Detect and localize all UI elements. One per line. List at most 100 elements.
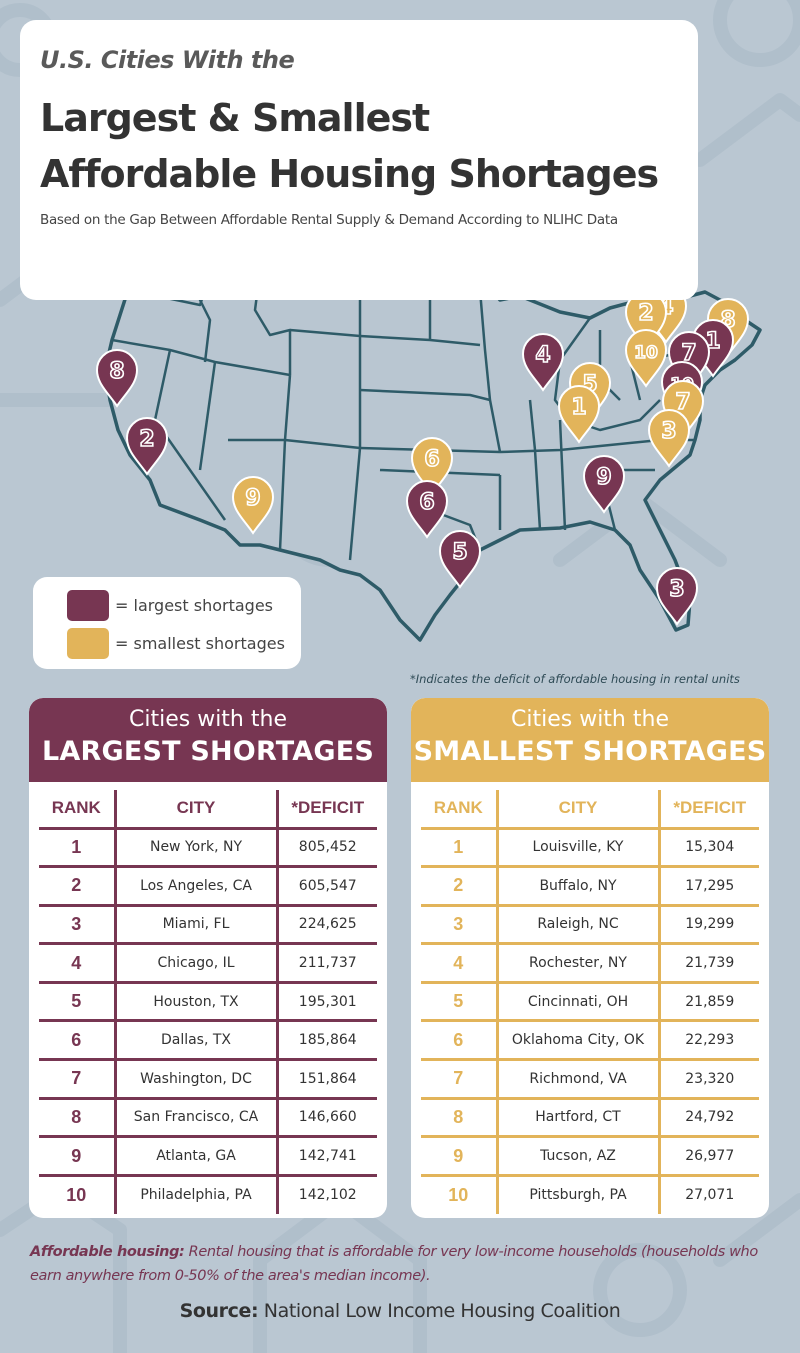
deficit-cell: 19,299 bbox=[657, 905, 759, 946]
map-pin-icon bbox=[624, 329, 668, 388]
legend-item-smallest: = smallest shortages bbox=[67, 628, 285, 659]
pin-rank-label: 5 bbox=[452, 540, 467, 565]
rank-cell: 3 bbox=[39, 905, 115, 946]
map-legend: = largest shortages = smallest shortages bbox=[33, 577, 301, 669]
column-header-city: CITY bbox=[495, 790, 659, 830]
title-card: U.S. Cities With the Largest & Smallest … bbox=[20, 20, 698, 300]
table-row: 2 Buffalo, NY 17,295 bbox=[421, 866, 759, 907]
map-pin-icon bbox=[95, 349, 139, 408]
deficit-cell: 22,293 bbox=[657, 1020, 759, 1062]
column-header-deficit: *DEFICIT bbox=[275, 790, 377, 830]
largest-swatch bbox=[67, 590, 109, 621]
title-line-1: Largest & Smallest bbox=[40, 96, 430, 140]
deficit-cell: 21,739 bbox=[657, 943, 759, 984]
smallest-shortages-table: Cities with the SMALLEST SHORTAGES RANK … bbox=[411, 698, 769, 1218]
table-row: 7 Washington, DC 151,864 bbox=[39, 1059, 377, 1100]
column-header-city: CITY bbox=[113, 790, 277, 830]
pin-rank-label: 6 bbox=[424, 447, 439, 472]
rank-cell: 8 bbox=[421, 1098, 497, 1139]
rank-cell: 10 bbox=[66, 1184, 87, 1205]
pin-rank-label: 4 bbox=[535, 343, 550, 368]
deficit-cell: 146,660 bbox=[275, 1098, 377, 1139]
deficit-cell: 17,295 bbox=[657, 866, 759, 907]
map-pin-smallest-3: 3 bbox=[647, 409, 691, 468]
rank-cell: 6 bbox=[39, 1020, 115, 1062]
map-pin-icon bbox=[438, 530, 482, 589]
map-pin-largest-5: 5 bbox=[438, 530, 482, 589]
rank-cell: 2 bbox=[39, 866, 115, 907]
rank-cell: 3 bbox=[421, 905, 497, 946]
table-row: 4 Chicago, IL 211,737 bbox=[39, 943, 377, 984]
rank-cell: 9 bbox=[39, 1136, 115, 1177]
deficit-cell: 23,320 bbox=[657, 1059, 759, 1100]
rank-cell: 8 bbox=[39, 1098, 115, 1139]
map-pin-icon bbox=[582, 455, 626, 514]
smallest-data-table: RANK CITY *DEFICIT 1 Louisville, KY 15,304… bbox=[421, 790, 759, 1214]
city-cell: Richmond, VA bbox=[495, 1059, 659, 1100]
table-row: 6 Dallas, TX 185,864 bbox=[39, 1020, 377, 1062]
table-row: 9 Atlanta, GA 142,741 bbox=[39, 1136, 377, 1177]
legend-item-largest: = largest shortages bbox=[67, 590, 273, 621]
table-row: 3 Miami, FL 224,625 bbox=[39, 905, 377, 946]
map-pin-largest-3: 3 bbox=[655, 567, 699, 626]
deficit-cell: 211,737 bbox=[275, 943, 377, 984]
map-pin-largest-9: 9 bbox=[582, 455, 626, 514]
rank-cell: 1 bbox=[39, 828, 115, 869]
table-row: 7 Richmond, VA 23,320 bbox=[421, 1059, 759, 1100]
rank-cell: 2 bbox=[421, 866, 497, 907]
map-pin-icon bbox=[405, 480, 449, 539]
map-pin-smallest-6: 6 bbox=[410, 437, 454, 496]
largest-heading-line2: LARGEST SHORTAGES bbox=[41, 736, 374, 767]
deficit-cell: 195,301 bbox=[275, 982, 377, 1023]
smallest-heading-line2: SMALLEST SHORTAGES bbox=[413, 736, 767, 767]
page-title: Largest & Smallest Affordable Housing Sh… bbox=[40, 90, 659, 202]
affordable-housing-definition: Affordable housing: Rental housing that … bbox=[30, 1240, 780, 1288]
column-header-rank: RANK bbox=[39, 790, 115, 830]
deficit-cell: 27,071 bbox=[657, 1175, 759, 1214]
pin-rank-label: 9 bbox=[596, 465, 611, 490]
smallest-table-header: Cities with the SMALLEST SHORTAGES bbox=[411, 698, 769, 782]
map-pin-smallest-1: 1 bbox=[557, 385, 601, 444]
map-pin-icon bbox=[655, 567, 699, 626]
pin-rank-label: 1 bbox=[571, 395, 586, 420]
table-row: 8 San Francisco, CA 146,660 bbox=[39, 1098, 377, 1139]
rank-cell: 5 bbox=[421, 982, 497, 1023]
legend-label-smallest: = smallest shortages bbox=[115, 634, 285, 653]
smallest-heading-line1: Cities with the bbox=[511, 707, 669, 732]
subtitle: Based on the Gap Between Affordable Rent… bbox=[40, 212, 618, 228]
map-pin-icon bbox=[410, 437, 454, 496]
map-pin-icon bbox=[125, 417, 169, 476]
rank-cell: 7 bbox=[421, 1059, 497, 1100]
city-cell: Washington, DC bbox=[113, 1059, 277, 1100]
deficit-cell: 185,864 bbox=[275, 1020, 377, 1062]
rank-cell: 1 bbox=[421, 828, 497, 869]
legend-label-largest: = largest shortages bbox=[115, 596, 273, 615]
rank-cell: 6 bbox=[421, 1020, 497, 1062]
pin-rank-label: 2 bbox=[638, 301, 653, 326]
city-cell: Hartford, CT bbox=[495, 1098, 659, 1139]
source-credit: Source: National Low Income Housing Coal… bbox=[0, 1300, 800, 1322]
deficit-cell: 15,304 bbox=[657, 828, 759, 869]
map-pin-icon bbox=[231, 476, 275, 535]
deficit-cell: 142,741 bbox=[275, 1136, 377, 1177]
city-cell: Oklahoma City, OK bbox=[495, 1020, 659, 1062]
rank-cell: 7 bbox=[39, 1059, 115, 1100]
city-cell: Louisville, KY bbox=[495, 828, 659, 869]
city-cell: New York, NY bbox=[113, 828, 277, 869]
table-row: 5 Houston, TX 195,301 bbox=[39, 982, 377, 1023]
map-pin-largest-4: 4 bbox=[521, 333, 565, 392]
smallest-swatch bbox=[67, 628, 109, 659]
map-pin-icon bbox=[521, 333, 565, 392]
column-header-deficit: *DEFICIT bbox=[657, 790, 759, 830]
deficit-cell: 805,452 bbox=[275, 828, 377, 869]
pin-rank-label: 2 bbox=[139, 427, 154, 452]
rank-cell: 10 bbox=[448, 1184, 469, 1205]
deficit-footnote: *Indicates the deficit of affordable hou… bbox=[410, 672, 740, 686]
table-row: 4 Rochester, NY 21,739 bbox=[421, 943, 759, 984]
rank-cell: 4 bbox=[39, 943, 115, 984]
deficit-cell: 24,792 bbox=[657, 1098, 759, 1139]
map-pin-icon bbox=[557, 385, 601, 444]
deficit-cell: 151,864 bbox=[275, 1059, 377, 1100]
table-row: 10 Philadelphia, PA 142,102 bbox=[39, 1175, 377, 1214]
table-row: 10 Pittsburgh, PA 27,071 bbox=[421, 1175, 759, 1214]
